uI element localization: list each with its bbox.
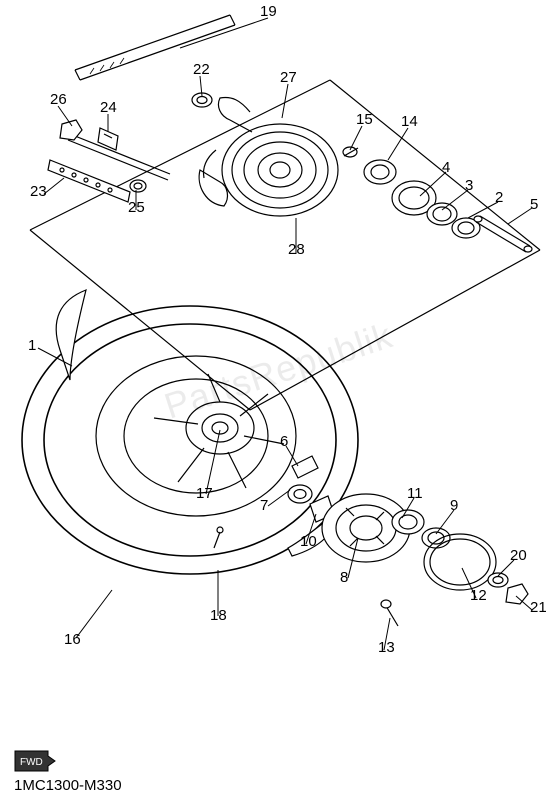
callout-28: 28: [288, 242, 305, 257]
callout-26: 26: [50, 92, 67, 107]
callout-6: 6: [280, 434, 288, 449]
callout-5: 5: [530, 197, 538, 212]
fwd-icon: FWD: [14, 750, 56, 772]
part-number: 1MC1300-M330: [14, 777, 122, 794]
callout-7: 7: [260, 498, 268, 513]
callout-19: 19: [260, 4, 277, 19]
callout-10: 10: [300, 534, 317, 549]
diagram-svg: [0, 0, 553, 800]
callout-20: 20: [510, 548, 527, 563]
callout-18: 18: [210, 608, 227, 623]
fwd-label: FWD: [20, 757, 43, 768]
callout-27: 27: [280, 70, 297, 85]
callout-17: 17: [196, 486, 213, 501]
callout-13: 13: [378, 640, 395, 655]
callout-25: 25: [128, 200, 145, 215]
callout-23: 23: [30, 184, 47, 199]
callout-9: 9: [450, 498, 458, 513]
callout-11: 11: [407, 486, 423, 501]
callout-2: 2: [495, 190, 503, 205]
callout-14: 14: [401, 114, 418, 129]
callout-3: 3: [465, 178, 473, 193]
callout-24: 24: [100, 100, 117, 115]
callout-1: 1: [28, 338, 36, 353]
callout-16: 16: [64, 632, 81, 647]
callout-8: 8: [340, 570, 348, 585]
callout-22: 22: [193, 62, 210, 77]
callout-21: 21: [530, 600, 547, 615]
callout-4: 4: [442, 160, 450, 175]
diagram-canvas: PartsRepublik 19222726241514432523252816…: [0, 0, 553, 800]
callout-12: 12: [470, 588, 487, 603]
callout-15: 15: [356, 112, 373, 127]
